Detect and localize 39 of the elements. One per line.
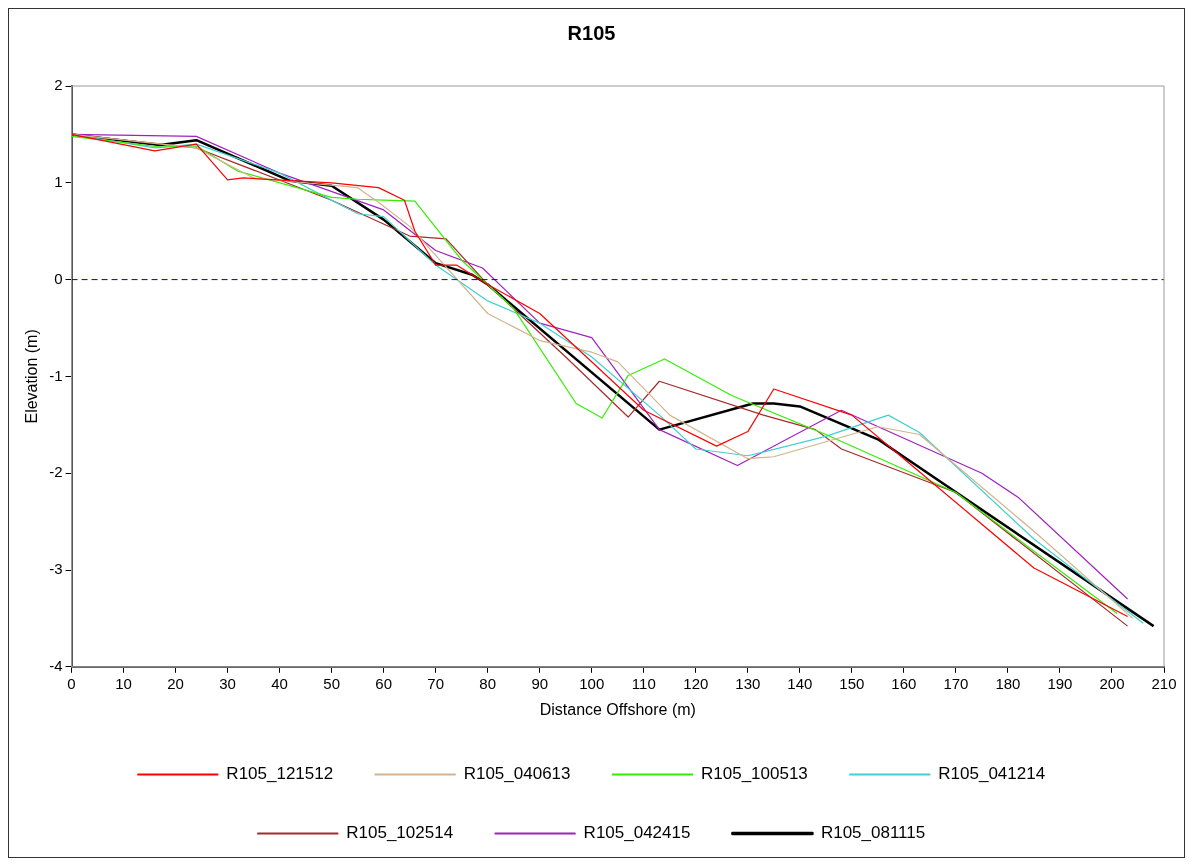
x-tick-label: 90	[531, 674, 549, 692]
y-tick-label: 1	[54, 172, 63, 190]
x-tick-label: 30	[219, 674, 236, 692]
legend-label: R105_100513	[701, 764, 808, 784]
legend-label: R105_040613	[463, 764, 571, 784]
x-tick-label: 20	[167, 674, 184, 692]
x-tick-label: 110	[631, 674, 656, 692]
y-tick-label: 0	[54, 269, 63, 287]
x-tick-label: 0	[67, 674, 76, 692]
x-tick-label: 190	[1047, 674, 1073, 692]
x-tick-label: 150	[839, 674, 865, 692]
x-axis-title: Distance Offshore (m)	[539, 700, 696, 718]
legend-label: R105_081115	[820, 823, 926, 843]
x-tick-label: 120	[683, 674, 709, 692]
y-tick-label: -4	[49, 656, 63, 674]
x-tick-label: 160	[891, 674, 917, 692]
legend-label: R105_102514	[346, 823, 454, 843]
y-axis-title: Elevation (m)	[23, 329, 41, 424]
x-tick-label: 70	[427, 674, 445, 692]
y-tick-label: 2	[54, 76, 63, 94]
x-tick-label: 40	[271, 674, 288, 692]
x-tick-label: 200	[1099, 674, 1125, 692]
y-tick-label: -2	[49, 463, 63, 481]
y-tick-label: -3	[49, 560, 63, 578]
x-tick-label: 130	[735, 674, 761, 692]
chart-title: R105	[567, 21, 616, 44]
x-tick-label: 180	[995, 674, 1021, 692]
y-tick-label: -1	[49, 366, 63, 384]
x-tick-label: 210	[1151, 674, 1177, 692]
x-tick-label: 80	[479, 674, 497, 692]
x-tick-label: 10	[115, 674, 132, 692]
legend-label: R105_042415	[583, 823, 691, 843]
legend-label: R105_041214	[938, 764, 1046, 784]
x-tick-label: 60	[375, 674, 393, 692]
x-tick-label: 100	[579, 674, 605, 692]
x-tick-label: 170	[943, 674, 969, 692]
x-tick-label: 140	[787, 674, 813, 692]
x-tick-label: 50	[323, 674, 340, 692]
legend-label: R105_121512	[226, 764, 334, 784]
